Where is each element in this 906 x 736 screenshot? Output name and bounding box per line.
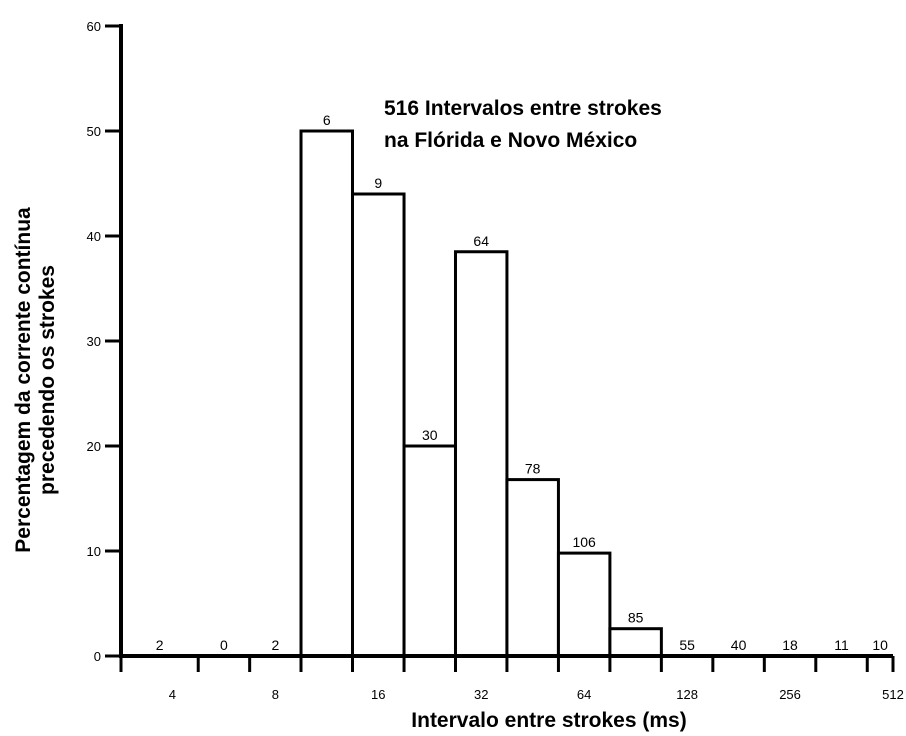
x-tick-label-2: 16 bbox=[371, 687, 385, 702]
y-tick-label-2: 20 bbox=[87, 439, 101, 454]
chart-title-line-1: 516 Intervalos entre strokes bbox=[384, 97, 662, 120]
x-axis-title: Intervalo entre strokes (ms) bbox=[411, 709, 686, 732]
x-tick-label-1: 8 bbox=[272, 687, 279, 702]
bar-count-label-10: 55 bbox=[679, 637, 695, 653]
bar-5 bbox=[402, 444, 457, 658]
x-tick-label-5: 128 bbox=[676, 687, 698, 702]
bar-count-label-5: 30 bbox=[422, 427, 438, 443]
y-tick-label-6: 60 bbox=[87, 19, 101, 34]
bar-count-label-7: 78 bbox=[525, 461, 541, 477]
y-tick-label-4: 40 bbox=[87, 229, 101, 244]
bar-8 bbox=[556, 551, 612, 658]
axes-layer bbox=[105, 24, 895, 672]
y-tick-label-3: 30 bbox=[87, 334, 101, 349]
x-tick-label-6: 256 bbox=[779, 687, 801, 702]
bar-3 bbox=[299, 129, 354, 658]
bar-count-label-0: 2 bbox=[156, 637, 164, 653]
y-axis-title-line-1: Percentagem da corrente contínua bbox=[12, 207, 35, 553]
bar-count-label-8: 106 bbox=[572, 534, 596, 550]
y-tick-label-1: 10 bbox=[87, 544, 101, 559]
y-axis-title-line-2: precedendo os strokes bbox=[36, 265, 59, 495]
bars-layer bbox=[299, 129, 663, 658]
x-tick-label-0: 4 bbox=[169, 687, 176, 702]
bar-count-label-12: 18 bbox=[782, 637, 798, 653]
bar-count-label-13: 11 bbox=[834, 637, 849, 653]
bar-count-label-14: 10 bbox=[872, 637, 888, 653]
x-tick-label-3: 32 bbox=[474, 687, 488, 702]
bar-count-label-1: 0 bbox=[220, 637, 228, 653]
bar-7 bbox=[505, 478, 560, 658]
bar-9 bbox=[608, 627, 663, 658]
bar-count-label-9: 85 bbox=[628, 610, 644, 626]
chart-title-line-2: na Flórida e Novo México bbox=[384, 129, 637, 152]
x-tick-label-7: 512 bbox=[882, 687, 904, 702]
bar-6 bbox=[453, 250, 509, 658]
bar-count-label-3: 6 bbox=[323, 112, 331, 128]
y-tick-label-0: 0 bbox=[94, 649, 101, 664]
bar-4 bbox=[350, 192, 406, 658]
bar-count-label-2: 2 bbox=[271, 637, 279, 653]
bar-count-label-6: 64 bbox=[473, 233, 489, 249]
bar-count-label-11: 40 bbox=[731, 637, 747, 653]
bar-count-label-4: 9 bbox=[374, 175, 382, 191]
y-tick-label-5: 50 bbox=[87, 124, 101, 139]
x-tick-label-4: 64 bbox=[577, 687, 591, 702]
